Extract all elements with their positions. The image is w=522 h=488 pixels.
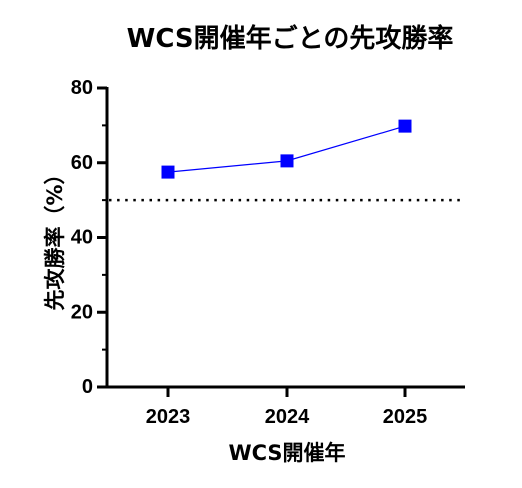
chart-title: WCS開催年ごとの先攻勝率 — [127, 23, 454, 54]
data-point-2024 — [280, 154, 294, 168]
x-axis-label: WCS開催年 — [228, 441, 345, 465]
plot-area: 0 20 40 60 80 2023 2024 2025 — [71, 77, 465, 428]
data-point-2025 — [398, 119, 412, 133]
x-tick-label-2024: 2024 — [265, 406, 310, 428]
y-axis-label: 先攻勝率（%） — [43, 163, 67, 310]
x-tick-label-2025: 2025 — [383, 406, 428, 428]
y-tick-label-0: 0 — [82, 376, 93, 398]
y-tick-label-20: 20 — [71, 301, 93, 323]
y-tick-label-60: 60 — [71, 152, 93, 174]
x-tick-label-2023: 2023 — [146, 406, 191, 428]
y-tick-label-80: 80 — [71, 77, 93, 99]
data-point-2023 — [161, 165, 175, 179]
y-tick-label-40: 40 — [71, 227, 93, 249]
